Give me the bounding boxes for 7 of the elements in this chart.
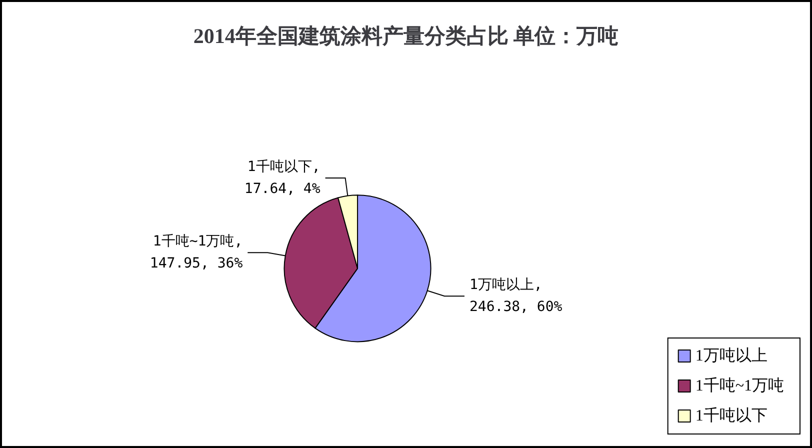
data-label: 1千吨~1万吨, 147.95, 36% [150, 234, 244, 272]
data-label: 1万吨以上, 246.38, 60% [469, 277, 563, 316]
legend-label: 1千吨以下 [695, 406, 768, 424]
data-label: 1千吨以下, 17.64, 4% [244, 158, 321, 197]
legend-label: 1万吨以上 [695, 346, 768, 364]
legend-label: 1千吨~1万吨 [695, 376, 784, 394]
chart-title: 2014年全国建筑涂料产量分类占比 单位：万吨 [193, 24, 619, 48]
